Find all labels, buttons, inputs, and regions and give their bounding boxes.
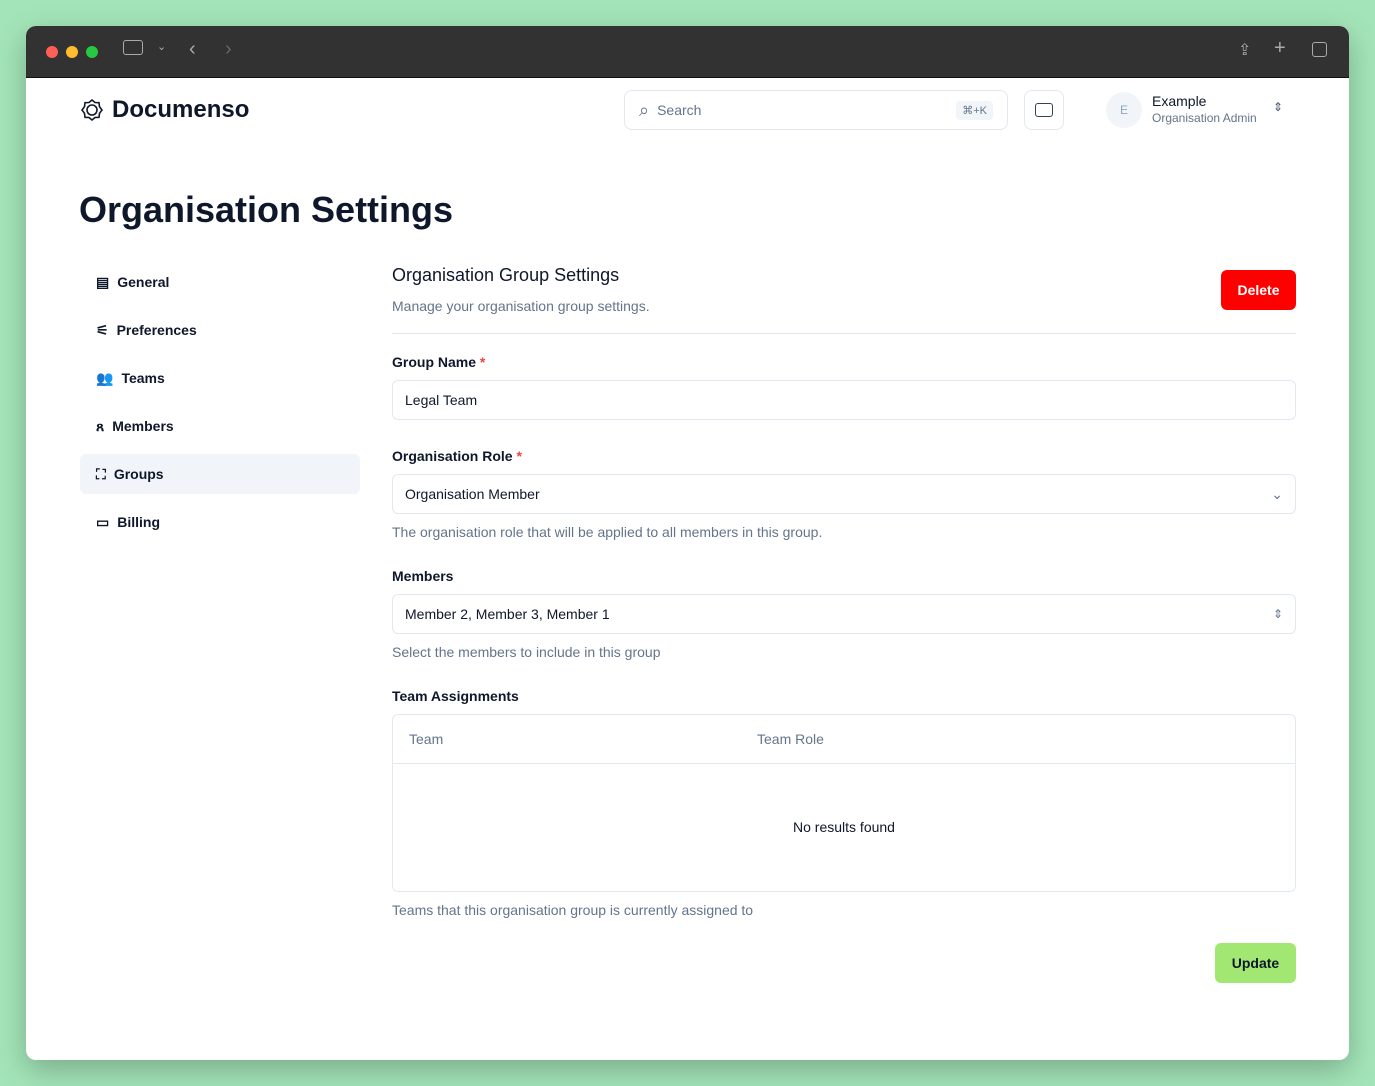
credit-card-icon: ▭ xyxy=(96,513,110,530)
chevron-down-icon: ⌄ xyxy=(1271,485,1283,502)
empty-state: No results found xyxy=(793,819,895,835)
role-label: Organisation Role * xyxy=(392,448,522,464)
back-icon[interactable]: ‹ xyxy=(189,38,196,60)
team-assignments-table: Team Team Role No results found xyxy=(392,714,1296,892)
sidebar-toggle-icon[interactable] xyxy=(123,40,143,55)
sidebar-nav: ▤ General ⚟ Preferences 👥 Teams ጸ Members ⛶ G… xyxy=(80,262,360,550)
chevrons-up-down-icon: ⇕ xyxy=(1272,607,1283,621)
account-switcher[interactable]: Example Organisation Admin xyxy=(1152,93,1257,125)
section-description: Manage your organisation group settings. xyxy=(392,298,650,314)
browser-toolbar: ⌄ ‹ › ⇪ + xyxy=(26,26,1349,78)
inbox-button[interactable] xyxy=(1024,90,1064,130)
column-header-team-role: Team Role xyxy=(757,731,824,747)
sidebar-item-label: Preferences xyxy=(116,322,197,338)
members-label: Members xyxy=(392,568,454,584)
members-help: Select the members to include in this gr… xyxy=(392,644,661,660)
page-title: Organisation Settings xyxy=(79,189,454,230)
sidebar-item-billing[interactable]: ▭ Billing xyxy=(80,502,360,542)
user-role: Organisation Admin xyxy=(1152,111,1257,125)
search-icon: ⌕ xyxy=(639,99,650,120)
brand-logo[interactable]: Documenso xyxy=(80,96,249,124)
zoom-window-button[interactable] xyxy=(86,46,98,58)
user-group-icon: ጸ xyxy=(96,417,105,434)
group-icon: ⛶ xyxy=(96,465,106,482)
members-select[interactable]: Member 2, Member 3, Member 1 ⇕ xyxy=(392,594,1296,634)
shortcut-badge: ⌘+K xyxy=(956,100,993,120)
minimize-window-button[interactable] xyxy=(66,46,78,58)
group-name-input[interactable]: Legal Team xyxy=(392,380,1296,420)
sidebar-item-label: Members xyxy=(112,418,174,434)
sidebar-item-general[interactable]: ▤ General xyxy=(80,262,360,302)
new-tab-icon[interactable]: + xyxy=(1274,37,1286,59)
sidebar-item-teams[interactable]: 👥 Teams xyxy=(80,358,360,398)
users-icon: 👥 xyxy=(96,369,114,386)
update-button[interactable]: Update xyxy=(1215,943,1296,983)
user-name: Example xyxy=(1152,93,1207,109)
inbox-icon xyxy=(1035,103,1053,117)
brand-name: Documenso xyxy=(112,96,250,123)
section-title: Organisation Group Settings xyxy=(392,265,620,285)
role-help: The organisation role that will be appli… xyxy=(392,524,823,540)
members-value: Member 2, Member 3, Member 1 xyxy=(405,606,610,622)
sidebar-item-label: Groups xyxy=(113,466,164,482)
chevrons-up-down-icon[interactable]: ⇕ xyxy=(1273,100,1284,114)
chevron-down-icon[interactable]: ⌄ xyxy=(157,41,167,53)
role-value: Organisation Member xyxy=(405,486,540,502)
sidebar-item-preferences[interactable]: ⚟ Preferences xyxy=(80,310,360,350)
column-header-team: Team xyxy=(409,731,444,747)
sidebar-item-label: Teams xyxy=(121,370,165,386)
role-select[interactable]: Organisation Member ⌄ xyxy=(392,474,1296,514)
group-settings-form: Organisation Group Settings Manage your … xyxy=(392,262,1296,983)
teams-help: Teams that this organisation group is cu… xyxy=(392,902,754,918)
search-input[interactable]: ⌕ Search ⌘+K xyxy=(624,90,1008,130)
forward-icon[interactable]: › xyxy=(225,38,232,60)
close-window-button[interactable] xyxy=(46,46,58,58)
tabs-overview-icon[interactable] xyxy=(1312,42,1327,57)
search-placeholder: Search xyxy=(657,102,702,118)
sidebar-item-groups[interactable]: ⛶ Groups xyxy=(80,454,360,494)
sidebar-item-label: General xyxy=(117,274,170,290)
logo-icon xyxy=(80,98,104,122)
teams-label: Team Assignments xyxy=(392,688,519,704)
avatar[interactable]: E xyxy=(1106,92,1142,128)
delete-button[interactable]: Delete xyxy=(1221,270,1296,310)
sliders-icon: ⚟ xyxy=(96,321,109,338)
group-name-label: Group Name * xyxy=(392,354,486,370)
browser-window: ⌄ ‹ › ⇪ + Documenso ⌕ Search ⌘+K E Examp… xyxy=(26,26,1349,1060)
sidebar-item-members[interactable]: ጸ Members xyxy=(80,406,360,446)
building-icon: ▤ xyxy=(96,273,110,290)
share-icon[interactable]: ⇪ xyxy=(1238,42,1252,59)
sidebar-item-label: Billing xyxy=(117,514,161,530)
